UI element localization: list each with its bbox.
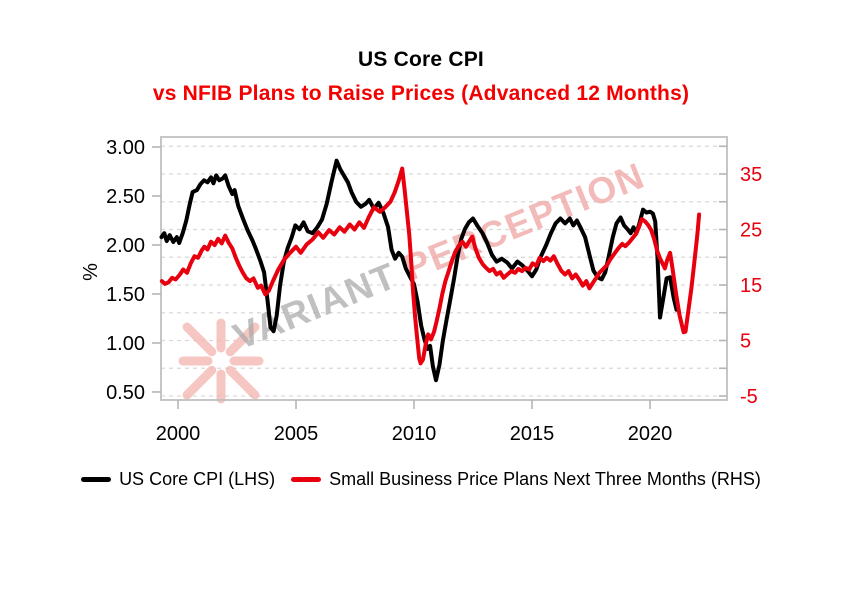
legend: US Core CPI (LHS) Small Business Price P… bbox=[0, 466, 842, 492]
right-tick-label: 15 bbox=[740, 275, 762, 297]
left-tick-label: 1.50 bbox=[106, 284, 145, 306]
legend-label-nfib-price-plans: Small Business Price Plans Next Three Mo… bbox=[329, 468, 761, 489]
legend-label-us-core-cpi: US Core CPI (LHS) bbox=[119, 468, 276, 489]
right-axis-ticks: 35 25 15 5 -5 bbox=[719, 145, 762, 408]
left-tick-label: 3.00 bbox=[106, 137, 145, 159]
x-tick-label: 2000 bbox=[156, 423, 201, 445]
right-tick-label: -5 bbox=[740, 386, 758, 408]
left-tick-label: 2.50 bbox=[106, 186, 145, 208]
left-tick-label: 1.00 bbox=[106, 333, 145, 355]
x-axis-ticks: 2000 2005 2010 2015 2020 bbox=[156, 400, 673, 445]
x-tick-label: 2010 bbox=[392, 423, 437, 445]
plot-area: VARIANT PERCEPTION 2000 2005 2010 2015 2020 3.… bbox=[80, 136, 762, 445]
right-tick-label: 35 bbox=[740, 164, 762, 186]
left-tick-label: 0.50 bbox=[106, 382, 145, 404]
right-tick-label: 25 bbox=[740, 220, 762, 242]
x-tick-label: 2015 bbox=[510, 423, 555, 445]
legend-item-us-core-cpi: US Core CPI (LHS) bbox=[81, 469, 275, 490]
left-axis-title: % bbox=[80, 263, 102, 281]
plot-border bbox=[160, 136, 728, 401]
x-tick-label: 2005 bbox=[274, 423, 319, 445]
variant-perception-logo-icon bbox=[178, 318, 264, 404]
legend-swatch-us-core-cpi bbox=[81, 476, 112, 482]
left-axis-ticks: 3.00 2.50 2.00 1.50 1.00 0.50 bbox=[106, 137, 161, 404]
series-line-0 bbox=[159, 158, 679, 383]
x-tick-label: 2020 bbox=[628, 423, 673, 445]
legend-swatch-nfib-price-plans bbox=[291, 476, 322, 482]
chart-subtitle: vs NFIB Plans to Raise Prices (Advanced … bbox=[152, 82, 690, 105]
watermark-text: VARIANT PERCEPTION bbox=[228, 155, 651, 358]
legend-item-nfib-price-plans: Small Business Price Plans Next Three Mo… bbox=[291, 469, 761, 490]
chart-title: US Core CPI bbox=[358, 48, 484, 71]
right-tick-label: 5 bbox=[740, 331, 751, 353]
series-line-1 bbox=[159, 166, 702, 366]
left-tick-label: 2.00 bbox=[106, 235, 145, 257]
